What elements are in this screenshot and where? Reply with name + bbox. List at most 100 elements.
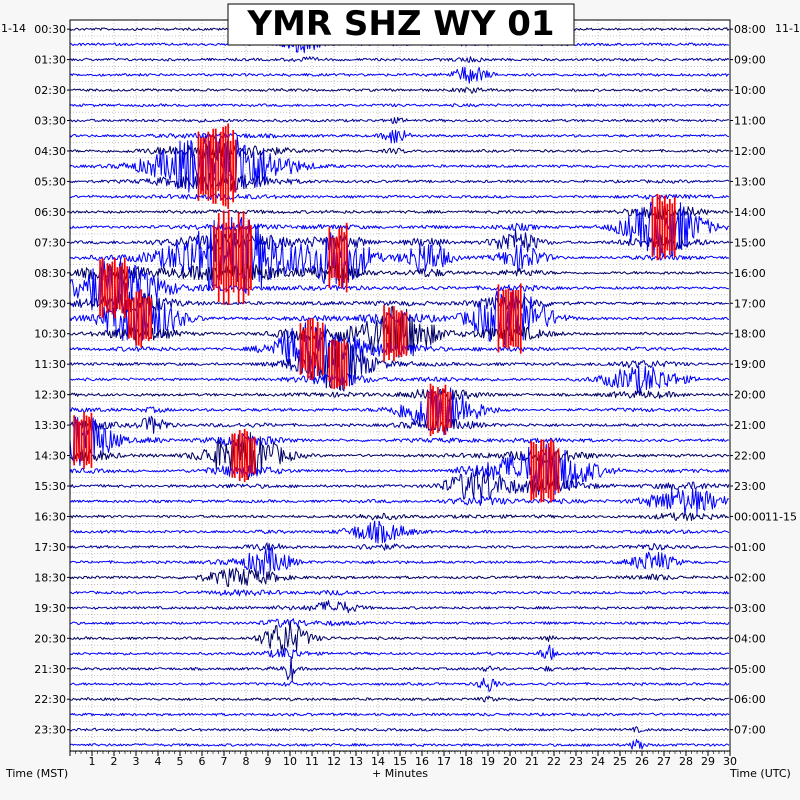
clip-bar (321, 322, 324, 376)
clip-bar (200, 138, 202, 195)
title-box (227, 3, 575, 46)
chart-title: YMR SHZ WY 01 (246, 4, 554, 44)
right-tick-label: 13:00 (734, 175, 766, 188)
left-tick-label: 01:30 (34, 54, 66, 67)
clip-bar (659, 194, 661, 260)
clip-bar (135, 291, 138, 346)
clip-bar (75, 419, 78, 462)
seismic-trace (69, 66, 730, 84)
clip-bar (316, 322, 319, 376)
clip-bar (550, 439, 552, 503)
clip-bar (238, 430, 241, 482)
clip-bar (242, 211, 245, 305)
seismic-trace (69, 193, 730, 201)
seismic-trace (69, 656, 729, 682)
clip-bar (142, 297, 145, 340)
clip-bar (654, 206, 656, 248)
seismic-trace (69, 365, 730, 395)
clip-bar (535, 444, 537, 498)
right-tick-label: 11:00 (734, 115, 766, 128)
seismic-trace (69, 387, 730, 436)
clip-bar (383, 305, 385, 363)
right-tick-label: 10:00 (734, 84, 766, 97)
right-tick-label: 05:00 (734, 663, 766, 676)
clip-group (73, 123, 676, 503)
left-tick-label: 19:30 (34, 602, 66, 615)
x-tick-label: 15 (393, 755, 407, 768)
clip-bar (251, 438, 253, 473)
seismic-trace (69, 388, 730, 402)
seismic-trace (69, 677, 730, 692)
right-axis-ticks: 08:00 09:00 10:00 11:00 12:00 13:00 14:00 15:00… (730, 23, 797, 737)
seismic-trace (69, 262, 730, 283)
clip-bar (432, 385, 434, 434)
left-tick-label: 03:30 (34, 115, 66, 128)
clip-bar (542, 439, 545, 502)
left-tick-label: 11:30 (34, 358, 66, 371)
clip-bar (236, 439, 239, 472)
clip-bar (393, 306, 395, 362)
clip-bar (328, 346, 331, 382)
clip-bar (109, 264, 111, 312)
seismic-trace (69, 415, 729, 434)
x-tick-label: 1 (89, 755, 96, 768)
clip-bar (517, 289, 520, 347)
x-tick-label: 28 (679, 755, 693, 768)
clip-bar (335, 340, 338, 388)
clip-bar (343, 339, 346, 390)
clip-bar (309, 317, 312, 380)
right-tick-label: 16:00 (734, 267, 766, 280)
clip-bar (331, 339, 333, 389)
clip-bar (116, 267, 119, 309)
clip-bar (400, 310, 403, 358)
x-tick-label: 12 (327, 755, 341, 768)
x-tick-label: 30 (723, 755, 737, 768)
x-tick-label: 17 (437, 755, 451, 768)
seismic-trace (69, 621, 730, 654)
clip-bar (121, 262, 124, 314)
clip-bar (210, 134, 212, 198)
x-tick-label: 4 (155, 755, 162, 768)
clip-bar (497, 284, 500, 353)
clip-bar (447, 391, 449, 428)
right-tick-label: 09:00 (734, 54, 766, 67)
clip-bar (130, 299, 133, 338)
clip-bar (119, 266, 121, 310)
clip-bar (429, 383, 432, 437)
clip-bar (390, 314, 393, 353)
clip-bar (229, 140, 232, 192)
clip-bar (340, 226, 343, 289)
left-tick-label: 17:30 (34, 541, 66, 554)
clip-bar (73, 415, 75, 466)
clip-bar (147, 295, 150, 342)
seismic-trace (69, 546, 730, 576)
clip-bar (214, 128, 217, 204)
clip-bar (434, 391, 437, 429)
clip-bar (140, 289, 143, 348)
seismic-trace (69, 134, 729, 204)
clip-bar (253, 436, 256, 475)
left-axis-title: Time (MST) (5, 767, 68, 780)
left-tick-label: 02:30 (34, 84, 66, 97)
clip-bar (661, 201, 664, 253)
clip-bar (137, 291, 140, 346)
x-tick-label: 6 (199, 755, 206, 768)
clip-bar (248, 437, 251, 474)
x-tick-label: 21 (525, 755, 539, 768)
clip-bar (545, 448, 547, 493)
x-tick-label: 27 (657, 755, 671, 768)
clip-bar (507, 288, 510, 349)
seismic-trace (69, 56, 730, 63)
seismic-trace (69, 205, 730, 221)
clip-bar (128, 298, 130, 339)
left-tick-label: 08:30 (34, 267, 66, 280)
right-tick-label: 18:00 (734, 328, 766, 341)
left-tick-label: 18:30 (34, 571, 66, 584)
clip-bar (512, 290, 515, 347)
clip-bar (217, 213, 220, 302)
clip-bar (250, 225, 252, 290)
seismic-trace (69, 600, 730, 614)
clip-bar (304, 328, 307, 370)
clip-bar (222, 126, 224, 206)
x-tick-label: 13 (349, 755, 363, 768)
